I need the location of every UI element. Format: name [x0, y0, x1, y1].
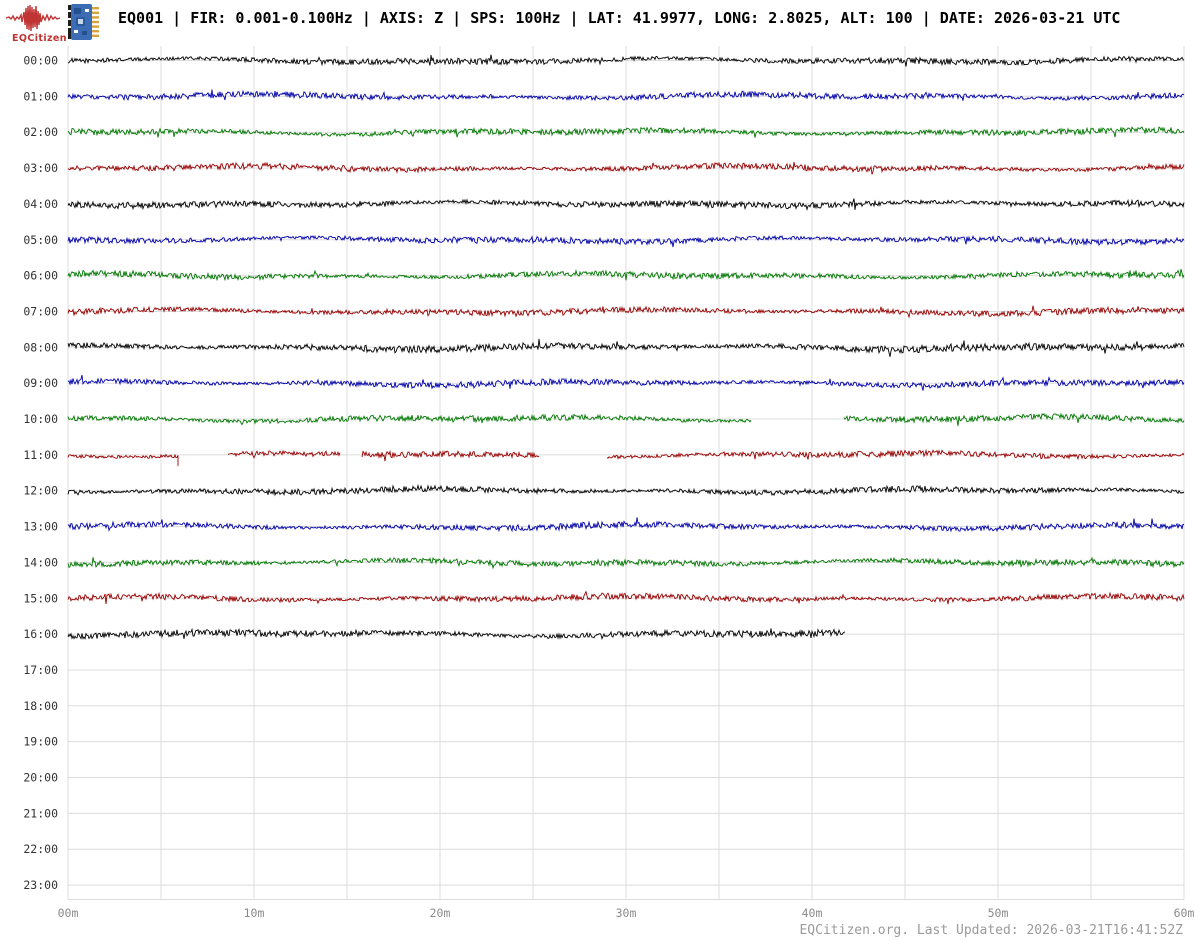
- trace-segment: [67, 483, 1185, 497]
- hour-label: 12:00: [23, 484, 58, 498]
- trace-segment: [67, 413, 752, 426]
- hour-label: 19:00: [23, 735, 58, 749]
- hour-label: 09:00: [23, 376, 58, 390]
- trace-segment: [67, 161, 1185, 175]
- hour-label: 14:00: [23, 555, 58, 569]
- hour-label: 10:00: [23, 412, 58, 426]
- hour-label: 03:00: [23, 161, 58, 175]
- trace-segment: [361, 449, 540, 462]
- trace-row: [67, 305, 1185, 319]
- trace-segment: [67, 305, 1185, 319]
- trace-segment: [67, 338, 1185, 357]
- hour-label: 08:00: [23, 340, 58, 354]
- trace-row: [67, 374, 1185, 391]
- trace-segment: [67, 374, 1185, 391]
- trace-row: [67, 627, 846, 640]
- trace-segment: [67, 517, 1185, 533]
- trace-segment: [67, 125, 1185, 138]
- trace-row: [67, 556, 1185, 570]
- trace-segment: [67, 453, 179, 466]
- hour-label: 23:00: [23, 878, 58, 892]
- trace-segment: [67, 556, 1185, 570]
- hour-label: 21:00: [23, 806, 58, 820]
- hour-label: 04:00: [23, 197, 58, 211]
- trace-segment: [67, 268, 1185, 282]
- hour-axis: 00:00 01:00 02:00 03:00 04:00 05:00 06:00 07:00…: [23, 54, 58, 893]
- hour-label: 13:00: [23, 520, 58, 534]
- hour-label: 18:00: [23, 699, 58, 713]
- pcb-sensor-icon: [68, 4, 99, 40]
- brand-name: EQCitizen: [12, 33, 67, 44]
- trace-row: [67, 161, 1185, 175]
- hour-label: 01:00: [23, 89, 58, 103]
- hour-label: 22:00: [23, 842, 58, 856]
- trace-segment: [67, 234, 1185, 248]
- trace-row: [67, 448, 1185, 466]
- hour-label: 00:00: [23, 54, 58, 68]
- trace-segment: [67, 89, 1185, 102]
- minute-label: 20m: [430, 906, 451, 920]
- brand-logo: EQCitizen: [5, 3, 67, 44]
- trace-segment: [606, 448, 1185, 461]
- hour-label: 05:00: [23, 233, 58, 247]
- trace-row: [67, 517, 1185, 533]
- header: EQCitizen EQ001 | FIR: 0.00: [0, 0, 1200, 46]
- minute-axis: 00m 10m 20m 30m 40m 50m 60m: [58, 906, 1195, 920]
- trace-segment: [67, 54, 1185, 67]
- hour-label: 02:00: [23, 125, 58, 139]
- minute-label: 60m: [1174, 906, 1195, 920]
- trace-segment: [67, 590, 1185, 605]
- trace-row: [67, 268, 1185, 282]
- minute-label: 00m: [58, 906, 79, 920]
- trace-row: [67, 590, 1185, 605]
- trace-row: [67, 89, 1185, 102]
- footer-last-updated: EQCitizen.org. Last Updated: 2026-03-21T…: [799, 923, 1183, 938]
- trace-segment: [227, 449, 341, 459]
- trace-segment: [67, 198, 1185, 211]
- seismic-waveform-icon: [5, 4, 61, 32]
- hour-label: 11:00: [23, 448, 58, 462]
- trace-row: [67, 338, 1185, 357]
- hour-label: 07:00: [23, 305, 58, 319]
- hour-label: 16:00: [23, 627, 58, 641]
- trace-segment: [843, 412, 1185, 426]
- hour-label: 20:00: [23, 771, 58, 785]
- trace-row: [67, 234, 1185, 248]
- hour-label: 15:00: [23, 591, 58, 605]
- hour-label: 06:00: [23, 269, 58, 283]
- minute-label: 10m: [244, 906, 265, 920]
- minute-label: 40m: [802, 906, 823, 920]
- trace-segment: [67, 627, 846, 640]
- minute-label: 50m: [988, 906, 1009, 920]
- hour-label: 17:00: [23, 663, 58, 677]
- trace-row: [67, 54, 1185, 67]
- trace-row: [67, 412, 1185, 426]
- trace-row: [67, 198, 1185, 211]
- grid: [67, 46, 1185, 900]
- station-title: EQ001 | FIR: 0.001-0.100Hz | AXIS: Z | S…: [118, 9, 1121, 27]
- trace-row: [67, 483, 1185, 497]
- trace-row: [67, 125, 1185, 138]
- minute-label: 30m: [616, 906, 637, 920]
